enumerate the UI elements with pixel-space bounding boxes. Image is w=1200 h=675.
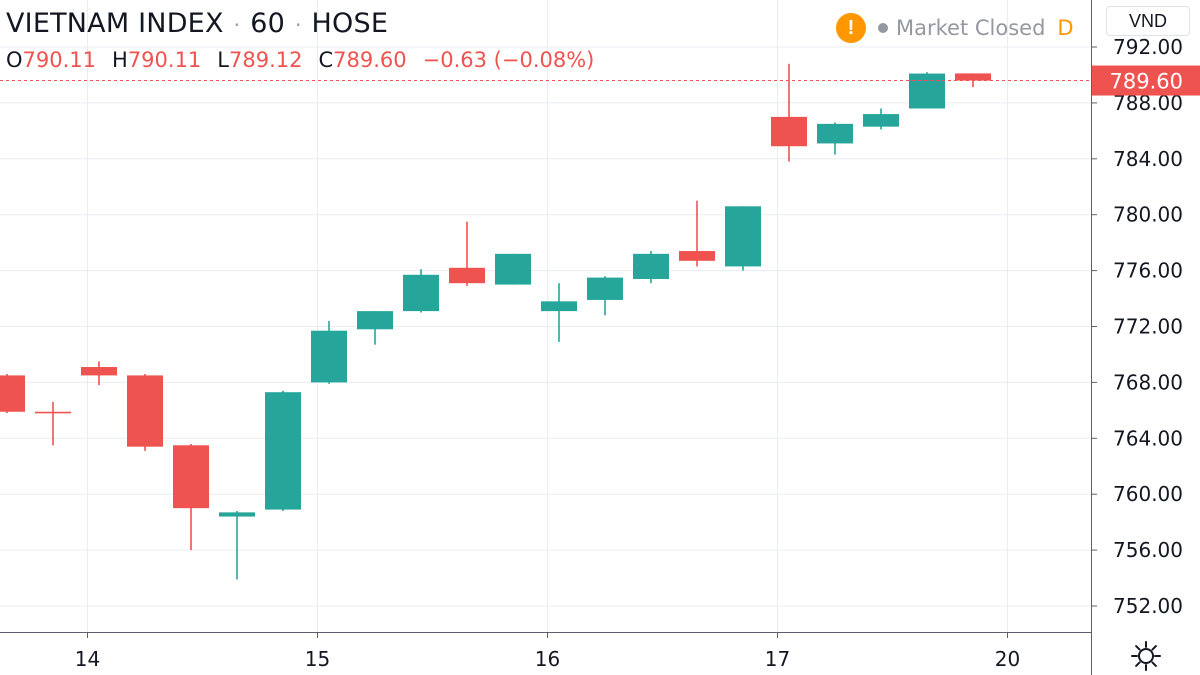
candle-body	[541, 301, 577, 312]
candle	[0, 374, 25, 414]
candle	[587, 276, 623, 316]
candle-body	[449, 267, 485, 284]
settings-button[interactable]	[1126, 640, 1166, 672]
candle-body	[679, 251, 715, 261]
candle	[265, 390, 301, 511]
open-value: 790.11	[22, 48, 97, 72]
warning-icon[interactable]: !	[836, 13, 866, 43]
high-value: 790.11	[127, 48, 202, 72]
y-tick-label: 780.00	[1113, 203, 1183, 227]
gear-icon	[1131, 641, 1161, 671]
candle-body	[863, 114, 899, 127]
y-tick-label: 752.00	[1113, 594, 1183, 618]
last-price-tag	[1092, 65, 1200, 96]
open-label: O	[6, 48, 23, 72]
change-value: −0.63 (−0.08%)	[422, 48, 595, 72]
candle	[725, 206, 761, 271]
interval-label[interactable]: 60	[250, 8, 285, 39]
candle-body	[403, 274, 439, 312]
candle-body	[495, 253, 531, 285]
y-tick-label: 776.00	[1113, 259, 1183, 283]
candle	[541, 283, 577, 342]
close-value: 789.60	[333, 48, 407, 72]
title-separator: ·	[294, 12, 302, 37]
candle-body	[127, 375, 163, 447]
candle-body	[35, 411, 71, 414]
low-value: 789.12	[229, 48, 303, 72]
exchange-label: HOSE	[311, 8, 389, 39]
candle-body	[219, 512, 255, 517]
candle	[449, 221, 485, 286]
x-tick-label: 20	[995, 647, 1020, 671]
candle-body	[173, 445, 209, 509]
y-tick-label: 792.00	[1113, 35, 1183, 59]
last-price-label: 789.60	[1110, 70, 1183, 94]
candle	[403, 269, 439, 313]
x-tick-label: 14	[75, 647, 100, 671]
x-tick-label: 15	[305, 647, 330, 671]
y-tick-label: 760.00	[1113, 482, 1183, 506]
candle	[311, 320, 347, 384]
y-tick-label: 772.00	[1113, 315, 1183, 339]
currency-button[interactable]: VND	[1106, 6, 1190, 36]
candle	[863, 108, 899, 130]
ohlc-legend: O790.11 H790.11 L789.12 C789.60 −0.63 (−0.08…	[6, 48, 594, 72]
title-separator: ·	[233, 12, 241, 37]
close-label: C	[318, 48, 334, 72]
candle	[771, 63, 807, 162]
y-tick-label: 768.00	[1113, 370, 1183, 394]
y-tick-label: 756.00	[1113, 538, 1183, 562]
market-status-text: Market Closed	[896, 16, 1046, 40]
candle	[35, 401, 71, 446]
low-label: L	[217, 48, 229, 72]
candle	[219, 510, 255, 580]
x-tick-label: 17	[765, 647, 790, 671]
candle	[909, 72, 945, 109]
candle-body	[357, 311, 393, 330]
y-tick-label: 784.00	[1113, 147, 1183, 171]
candle-body	[0, 375, 25, 412]
candle	[173, 443, 209, 551]
y-tick-label: 764.00	[1113, 426, 1183, 450]
candle-body	[587, 277, 623, 300]
candle	[357, 311, 393, 345]
candle	[679, 200, 715, 267]
symbol-name: VIETNAM INDEX	[6, 8, 224, 39]
candle	[127, 374, 163, 451]
candle	[817, 122, 853, 155]
candle	[633, 251, 669, 284]
candle-body	[311, 330, 347, 383]
candle	[495, 253, 531, 285]
status-dot-icon	[878, 23, 888, 33]
data-badge[interactable]: D	[1057, 16, 1074, 40]
market-status: ! Market Closed D	[836, 12, 1074, 44]
candle-body	[265, 392, 301, 510]
candle-body	[725, 206, 761, 267]
x-tick-label: 16	[535, 647, 560, 671]
symbol-title: VIETNAM INDEX · 60 · HOSE	[6, 8, 388, 39]
candle-body	[633, 253, 669, 279]
candle	[81, 361, 117, 386]
candle-body	[955, 73, 991, 81]
candle-body	[909, 73, 945, 109]
candle-body	[817, 123, 853, 144]
candle-body	[771, 116, 807, 147]
candle-body	[81, 367, 117, 376]
high-label: H	[112, 48, 128, 72]
